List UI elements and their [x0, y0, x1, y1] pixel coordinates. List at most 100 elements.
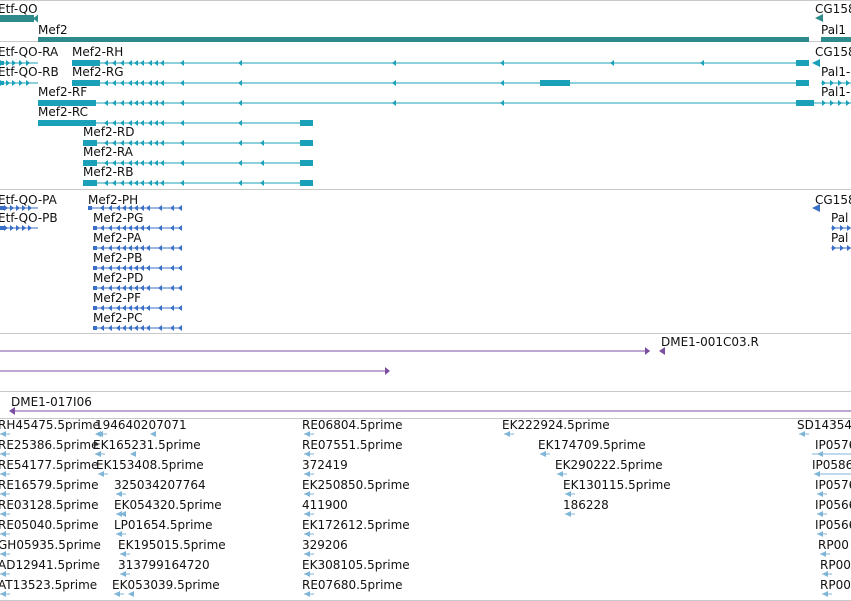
strand-arrow-left — [140, 265, 144, 271]
strand-arrow-left — [100, 225, 104, 231]
est-feature — [120, 511, 126, 517]
strand-arrow-left — [134, 265, 138, 271]
strand-arrow-left — [160, 60, 164, 66]
est-label[interactable]: RE16579.5prime — [0, 478, 99, 492]
protein-label-cg158[interactable]: CG158 — [815, 193, 851, 207]
protein-label-etf-qo[interactable]: Etf-QO-PB — [0, 211, 58, 225]
est-label[interactable]: AD12941.5prime — [0, 558, 101, 572]
strand-arrow-left — [122, 225, 126, 231]
transcript-label-etf-qo[interactable]: Etf-QO-RB — [0, 65, 59, 79]
est-label[interactable]: EK250850.5prime — [302, 478, 410, 492]
est-feature — [822, 591, 828, 597]
est-label[interactable]: 186228 — [563, 498, 609, 512]
strand-arrow-left — [140, 140, 144, 146]
clone-label-dme1-001c03[interactable]: DME1-001C03.R — [661, 335, 759, 349]
est-label[interactable]: RE54177.5prime — [0, 458, 99, 472]
est-label[interactable]: EK165231.5prime — [93, 438, 201, 452]
strand-arrow-left — [112, 60, 116, 66]
exon-block — [88, 206, 92, 210]
protein-label-mef2[interactable]: Mef2-PD — [93, 271, 144, 285]
transcript-label-cg158[interactable]: CG158 — [815, 45, 851, 59]
est-label[interactable]: 329206 — [302, 538, 348, 552]
est-label[interactable]: GH05935.5prime — [0, 538, 101, 552]
transcript-label-pal1[interactable]: Pal1- — [821, 65, 851, 79]
transcript-label-mef2[interactable]: Mef2-RA — [83, 145, 133, 159]
est-label[interactable]: RE05040.5prime — [0, 518, 99, 532]
est-feature — [116, 511, 122, 517]
transcript-label-mef2[interactable]: Mef2-RD — [83, 125, 135, 139]
est-label[interactable]: RE07680.5prime — [302, 578, 403, 592]
protein-label-pal[interactable]: Pal — [831, 231, 849, 245]
est-feature — [304, 531, 310, 537]
transcript-label-mef2[interactable]: Mef2-RG — [72, 65, 124, 79]
est-label[interactable]: IP0566 — [815, 498, 851, 512]
est-label[interactable]: 194640207071 — [95, 418, 187, 432]
strand-arrow-left — [180, 100, 184, 106]
est-label[interactable]: IP0576 — [815, 438, 851, 452]
strand-arrow-left — [154, 100, 158, 106]
strand-arrow-left — [148, 140, 152, 146]
est-label[interactable]: EK308105.5prime — [302, 558, 410, 572]
transcript-label-mef2[interactable]: Mef2-RF — [38, 85, 88, 99]
gene-label-etf-qo[interactable]: Etf-QO — [0, 2, 38, 16]
est-label[interactable]: RP00 — [820, 578, 851, 592]
strand-arrow-left — [238, 140, 242, 146]
est-label[interactable]: RE06804.5prime — [302, 418, 403, 432]
strand-arrow-left — [104, 160, 108, 166]
strand-arrow-left — [104, 140, 108, 146]
strand-arrow-left — [134, 80, 138, 86]
est-label[interactable]: IP0576 — [815, 478, 851, 492]
protein-label-etf-qo[interactable]: Etf-QO-PA — [0, 193, 57, 207]
est-label[interactable]: 313799164720 — [118, 558, 210, 572]
strand-arrow-left — [140, 225, 144, 231]
gene-label-mef2[interactable]: Mef2 — [38, 23, 68, 37]
protein-label-mef2[interactable]: Mef2-PH — [88, 193, 139, 207]
est-feature — [0, 451, 6, 457]
strand-arrow-left — [160, 80, 164, 86]
strand-arrow-left — [158, 285, 162, 291]
est-label[interactable]: EK153408.5prime — [96, 458, 204, 472]
est-label[interactable]: 372419 — [302, 458, 348, 472]
est-label[interactable]: AT13523.5prime — [0, 578, 98, 592]
est-label[interactable]: IP0566 — [815, 518, 851, 532]
est-feature — [504, 431, 510, 437]
est-label[interactable]: RE03128.5prime — [0, 498, 99, 512]
est-label[interactable]: EK174709.5prime — [538, 438, 646, 452]
est-label[interactable]: EK053039.5prime — [112, 578, 220, 592]
est-label[interactable]: EK130115.5prime — [563, 478, 671, 492]
transcript-label-pal1[interactable]: Pal1- — [821, 85, 851, 99]
est-label[interactable]: SD14354 — [797, 418, 851, 432]
transcript-label-etf-qo[interactable]: Etf-QO-RA — [0, 45, 59, 59]
gene-label-cg158[interactable]: CG158 — [815, 2, 851, 16]
gene-label-pal1[interactable]: Pal1 — [821, 23, 847, 37]
est-label[interactable]: RE07551.5prime — [302, 438, 403, 452]
transcript-label-mef2[interactable]: Mef2-RB — [83, 165, 134, 179]
est-label[interactable]: RH45475.5prime — [0, 418, 100, 432]
protein-label-mef2[interactable]: Mef2-PF — [93, 291, 142, 305]
est-label[interactable]: EK290222.5prime — [555, 458, 663, 472]
strand-arrow-left — [120, 160, 124, 166]
strand-arrow-right — [28, 205, 32, 211]
est-label[interactable]: IP0586 — [812, 458, 851, 472]
est-label[interactable]: EK054320.5prime — [114, 498, 222, 512]
protein-label-pal[interactable]: Pal — [831, 211, 849, 225]
transcript-label-mef2[interactable]: Mef2-RH — [72, 45, 124, 59]
est-label[interactable]: RE25386.5prime — [0, 438, 99, 452]
protein-label-mef2[interactable]: Mef2-PB — [93, 251, 143, 265]
est-feature — [0, 591, 6, 597]
est-label[interactable]: 411900 — [302, 498, 348, 512]
clone-label-dme1-017i06[interactable]: DME1-017I06 — [11, 395, 92, 409]
strand-arrow-left — [104, 100, 108, 106]
est-label[interactable]: EK195015.5prime — [118, 538, 226, 552]
transcript-label-mef2[interactable]: Mef2-RC — [38, 105, 89, 119]
est-label[interactable]: LP01654.5prime — [114, 518, 213, 532]
est-label[interactable]: EK222924.5prime — [502, 418, 610, 432]
est-label[interactable]: EK172612.5prime — [302, 518, 410, 532]
protein-label-mef2[interactable]: Mef2-PG — [93, 211, 144, 225]
protein-label-mef2[interactable]: Mef2-PA — [93, 231, 142, 245]
est-label[interactable]: RP00 — [818, 538, 849, 552]
est-label[interactable]: 325034207764 — [114, 478, 206, 492]
est-label[interactable]: RP00 — [820, 558, 851, 572]
protein-label-mef2[interactable]: Mef2-PC — [93, 311, 143, 325]
